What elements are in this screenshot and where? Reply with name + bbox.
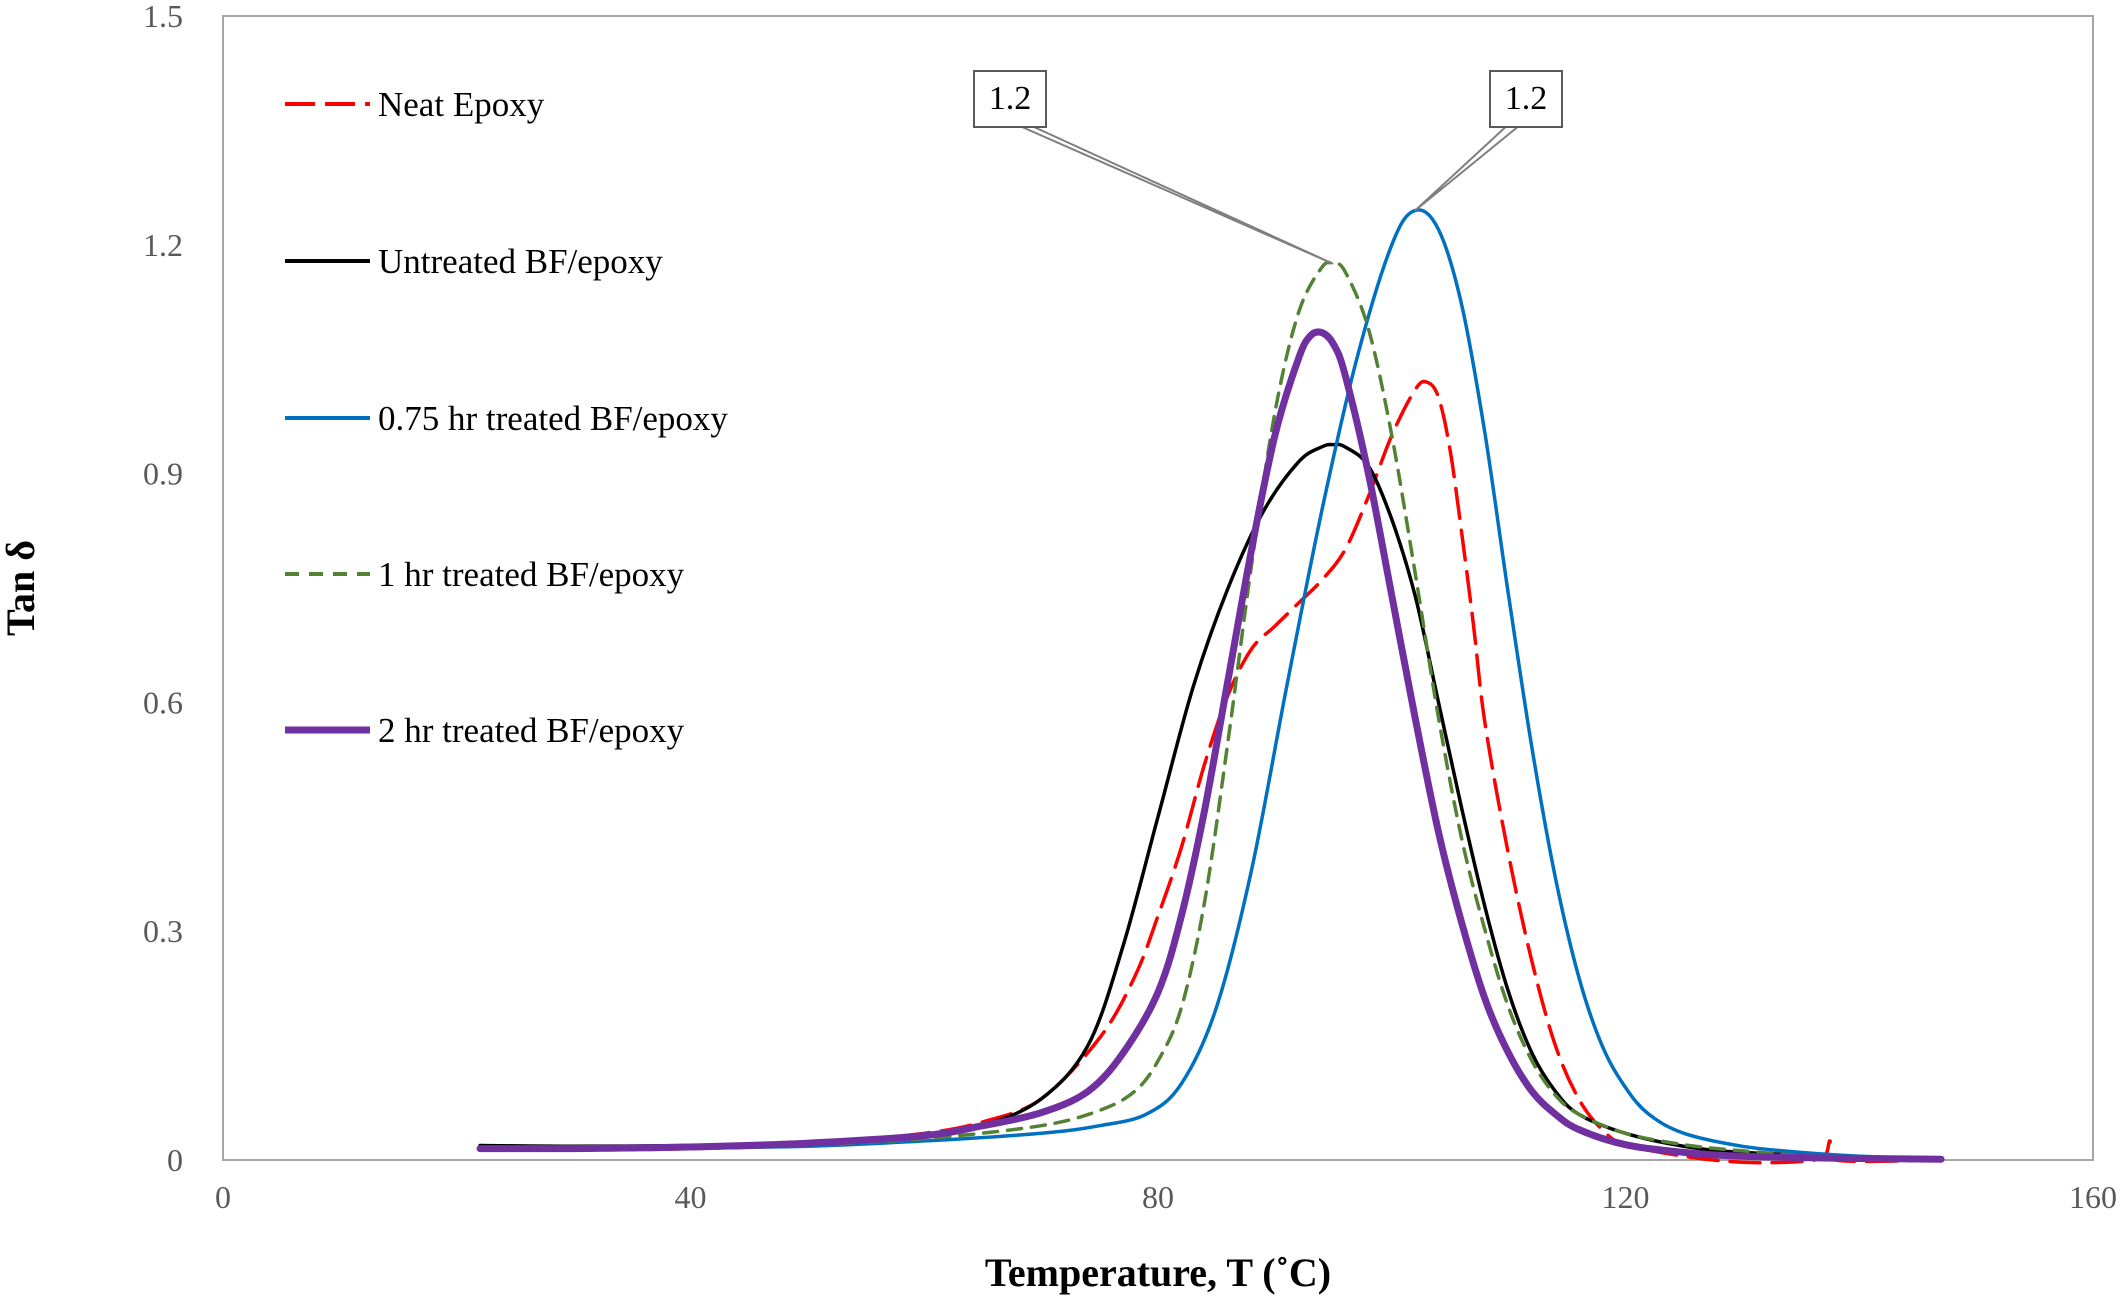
series-line-075hr [478,208,1943,1161]
legend-item-neat-epoxy: Neat Epoxy [285,85,545,124]
legend-label-2hr: 2 hr treated BF/epoxy [378,711,685,750]
legend-item-untreated: Untreated BF/epoxy [285,242,663,281]
y-tick-label: 0 [167,1142,183,1178]
plot-area-border [222,15,2094,1161]
y-tick-label: 0.3 [143,913,183,949]
series-line-2hr [476,328,1945,1163]
legend-label-1hr: 1 hr treated BF/epoxy [378,555,685,594]
legend-item-2hr: 2 hr treated BF/epoxy [285,711,685,750]
series-line-untreated [478,442,1943,1161]
callout-box [1489,70,1563,128]
legend-label-neat-epoxy: Neat Epoxy [378,85,545,124]
x-tick-label: 160 [2069,1179,2117,1215]
callout-leader [1414,126,1521,212]
x-axis-ticks: 0 40 80 120 160 [215,1179,2117,1215]
legend: Neat Epoxy Untreated BF/epoxy 0.75 hr tr… [285,85,728,750]
series-layer [476,208,1945,1165]
callout-label: 1.2 [989,80,1032,117]
callout-label: 1.2 [1505,80,1548,117]
y-tick-label: 1.5 [143,0,183,34]
x-axis-title: Temperature, T (˚C) [985,1250,1331,1295]
callout-box [973,70,1047,128]
x-tick-label: 40 [675,1179,707,1215]
legend-item-1hr: 1 hr treated BF/epoxy [285,555,685,594]
legend-label-075hr: 0.75 hr treated BF/epoxy [378,399,728,438]
y-axis-title: Tan δ [0,540,43,636]
y-tick-label: 1.2 [143,227,183,263]
x-tick-label: 0 [215,1179,231,1215]
legend-item-075hr: 0.75 hr treated BF/epoxy [285,399,728,438]
y-tick-label: 0.9 [143,456,183,492]
y-tick-label: 0.6 [143,684,183,720]
callout-leader [1021,126,1334,265]
callouts: 1.2 1.2 [973,70,1563,265]
y-axis-ticks: 0 0.3 0.6 0.9 1.2 1.5 [143,0,183,1178]
x-tick-label: 120 [1602,1179,1650,1215]
x-tick-label: 80 [1142,1179,1174,1215]
legend-label-untreated: Untreated BF/epoxy [378,242,663,281]
